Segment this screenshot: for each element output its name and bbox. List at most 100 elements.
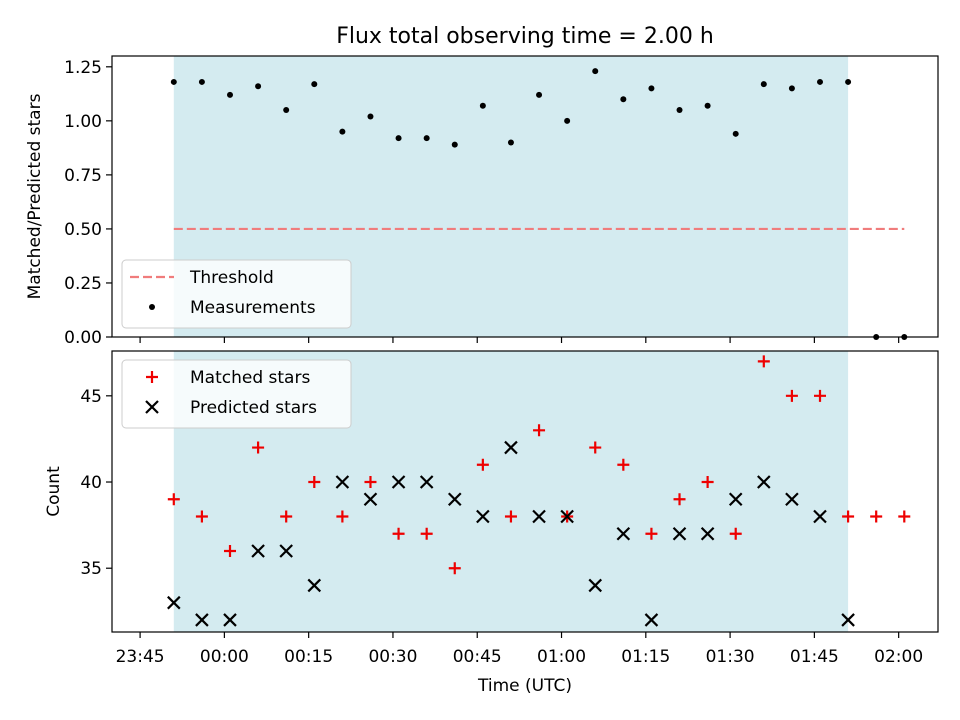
x-tick-label: 01:30 [706, 647, 755, 667]
measurement-point [339, 128, 346, 135]
measurement-point [676, 107, 683, 114]
count-panel: 35 40 45 23:45 00:00 00:15 00:30 00:45 01:00 01:1… [44, 350, 939, 696]
matched-star-marker [364, 476, 377, 489]
ratio-panel: 0.00 0.25 0.50 0.75 1.00 1.25 Matched/Predicte… [25, 55, 939, 348]
measurement-point [423, 135, 430, 142]
predicted-star-marker [813, 509, 827, 524]
matched-star-marker [224, 544, 236, 557]
predicted-star-marker [672, 526, 687, 541]
matched-star-marker [167, 493, 180, 506]
predicted-star-marker [195, 613, 209, 627]
predicted-star-marker [616, 526, 631, 541]
y-axis-label: Count [44, 466, 64, 517]
y-tick-label: 35 [80, 559, 102, 579]
predicted-star-marker [419, 475, 434, 489]
predicted-star-marker [560, 509, 574, 524]
matched-star-marker [785, 389, 798, 402]
x-tick-label: 01:00 [537, 647, 586, 667]
measurement-point [704, 102, 711, 109]
matched-star-marker [448, 562, 461, 575]
measurement-point [648, 85, 655, 92]
y-tick-label: 0.25 [64, 274, 102, 294]
measurement-point [732, 130, 739, 137]
y-tick-label: 45 [80, 387, 102, 407]
y-tick-label: 0.00 [64, 328, 102, 348]
x-tick-label: 00:45 [453, 647, 502, 667]
predicted-star-marker [307, 578, 322, 593]
matched-star-marker [280, 510, 293, 523]
predicted-star-marker [757, 475, 771, 489]
x-tick-label: 00:00 [200, 647, 249, 667]
measurement-point [395, 135, 402, 142]
measurement-point [564, 117, 571, 124]
measurement-point [845, 78, 852, 85]
measurement-point [479, 102, 486, 109]
matched-star-marker [392, 527, 405, 540]
axes-frame [111, 350, 939, 633]
matched-star-marker [504, 510, 517, 523]
predicted-star-marker [167, 595, 181, 610]
y-tick-label: 0.75 [64, 166, 102, 186]
x-tick-label: 02:00 [874, 647, 923, 667]
predicted-star-marker [476, 509, 490, 524]
predicted-star-marker [700, 526, 715, 541]
measurement-point [451, 141, 458, 148]
predicted-star-marker [728, 492, 743, 507]
y-axis-label: Matched/Predicted stars [25, 93, 45, 299]
predicted-star-marker [223, 613, 237, 627]
matched-star-marker [814, 389, 826, 402]
figure-title: Flux total observing time = 2.00 h [336, 24, 714, 49]
predicted-star-marker [532, 509, 546, 524]
predicted-star-marker [447, 492, 462, 507]
measurement-point [255, 83, 262, 90]
predicted-star-marker [841, 613, 855, 627]
x-tick-label: 01:15 [621, 647, 670, 667]
matched-star-marker [701, 476, 714, 489]
predicted-star-marker [279, 544, 293, 558]
measurement-point [170, 78, 177, 85]
legend-label: Matched stars [190, 368, 310, 388]
predicted-star-marker [391, 475, 406, 489]
legend-box [121, 359, 352, 429]
predicted-star-marker [504, 440, 518, 455]
predicted-star-marker [251, 544, 265, 558]
measurement-point [536, 91, 543, 98]
x-tick-label: 00:30 [368, 647, 417, 667]
legend-label: Threshold [189, 268, 274, 288]
matched-star-marker [673, 493, 686, 506]
measurement-point [311, 81, 318, 88]
matched-star-marker [195, 510, 208, 523]
measurement-point [817, 78, 823, 85]
x-tick-label: 23:45 [116, 647, 165, 667]
predicted-star-marker [588, 578, 603, 593]
legend-label: Predicted stars [190, 398, 317, 418]
matched-star-marker [898, 510, 911, 523]
x-axis-label: Time (UTC) [477, 676, 572, 696]
matched-star-marker [420, 527, 433, 540]
measurement-point [620, 96, 627, 103]
predicted-star-marker [644, 613, 659, 627]
matched-star-marker [842, 510, 855, 523]
y-tick-label: 1.00 [64, 112, 102, 132]
matched-star-marker [617, 458, 630, 471]
x-tick-label: 01:45 [790, 647, 839, 667]
legend-matched-swatch [146, 371, 158, 383]
measurement-point [283, 107, 290, 114]
matched-star-marker [533, 424, 546, 437]
legend-measurement-swatch [149, 304, 155, 310]
predicted-star-marker [363, 492, 378, 507]
measurement-point [198, 78, 205, 85]
legend-label: Measurements [190, 298, 316, 318]
measurement-point [760, 81, 767, 88]
legend-predicted-swatch [145, 400, 159, 414]
legend-box [121, 259, 352, 329]
legend: Matched stars Predicted stars [121, 359, 352, 429]
legend: Threshold Measurements [121, 259, 352, 329]
measurement-point [788, 85, 795, 92]
matched-star-marker [476, 458, 489, 471]
matched-star-marker [589, 441, 602, 454]
measurement-point [592, 68, 599, 75]
measurement-point [367, 113, 374, 120]
matched-star-marker [336, 510, 349, 523]
